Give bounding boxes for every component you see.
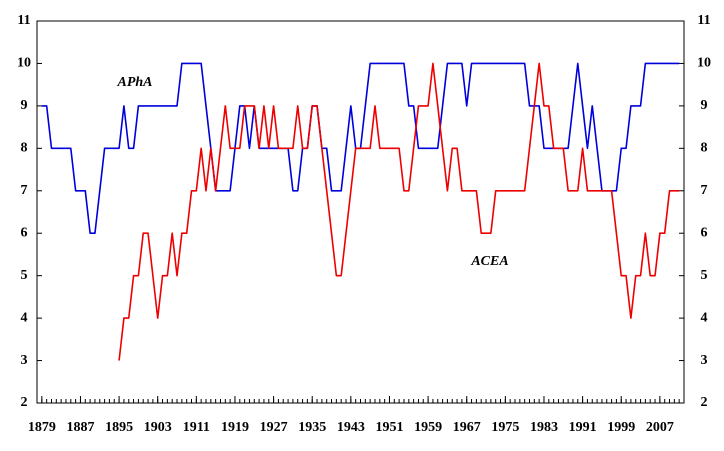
x-tick-label: 1895 <box>105 420 133 435</box>
series-label: APhA <box>116 75 152 90</box>
y-tick-label: 6 <box>21 225 28 240</box>
y2-tick-label: 11 <box>697 13 710 28</box>
x-tick-label: 1983 <box>530 420 558 435</box>
y2-tick-label: 9 <box>701 98 708 113</box>
y2-tick-label: 2 <box>701 395 708 410</box>
x-tick-label: 1951 <box>375 420 403 435</box>
y-tick-label: 5 <box>21 268 28 283</box>
x-tick-label: 1879 <box>28 420 56 435</box>
x-tick-label: 2007 <box>646 420 674 435</box>
y2-tick-label: 4 <box>701 310 708 325</box>
x-tick-label: 1999 <box>607 420 635 435</box>
x-tick-label: 1887 <box>66 420 94 435</box>
y2-tick-label: 5 <box>701 268 708 283</box>
x-tick-label: 1927 <box>260 420 288 435</box>
x-tick-label: 1935 <box>298 420 326 435</box>
x-tick-label: 1943 <box>337 420 365 435</box>
y-tick-label: 4 <box>21 310 28 325</box>
y-tick-label: 3 <box>21 353 28 368</box>
y2-tick-label: 6 <box>701 225 708 240</box>
x-tick-label: 1991 <box>569 420 597 435</box>
x-tick-label: 1903 <box>144 420 172 435</box>
x-tick-label: 1919 <box>221 420 249 435</box>
y-tick-label: 9 <box>21 98 28 113</box>
series-label: ACEA <box>470 254 508 269</box>
x-tick-label: 1911 <box>183 420 210 435</box>
x-tick-label: 1967 <box>453 420 481 435</box>
y2-tick-label: 7 <box>701 183 708 198</box>
y-tick-label: 11 <box>17 13 30 28</box>
series-line <box>118 62 680 361</box>
y-tick-label: 7 <box>21 183 28 198</box>
y-tick-label: 10 <box>17 56 31 71</box>
x-tick-label: 1975 <box>491 420 519 435</box>
y-tick-label: 2 <box>21 395 28 410</box>
y2-tick-label: 3 <box>701 353 708 368</box>
x-tick-label: 1959 <box>414 420 442 435</box>
y-tick-label: 8 <box>21 141 28 156</box>
y2-tick-label: 10 <box>697 56 711 71</box>
y2-tick-label: 8 <box>701 141 708 156</box>
